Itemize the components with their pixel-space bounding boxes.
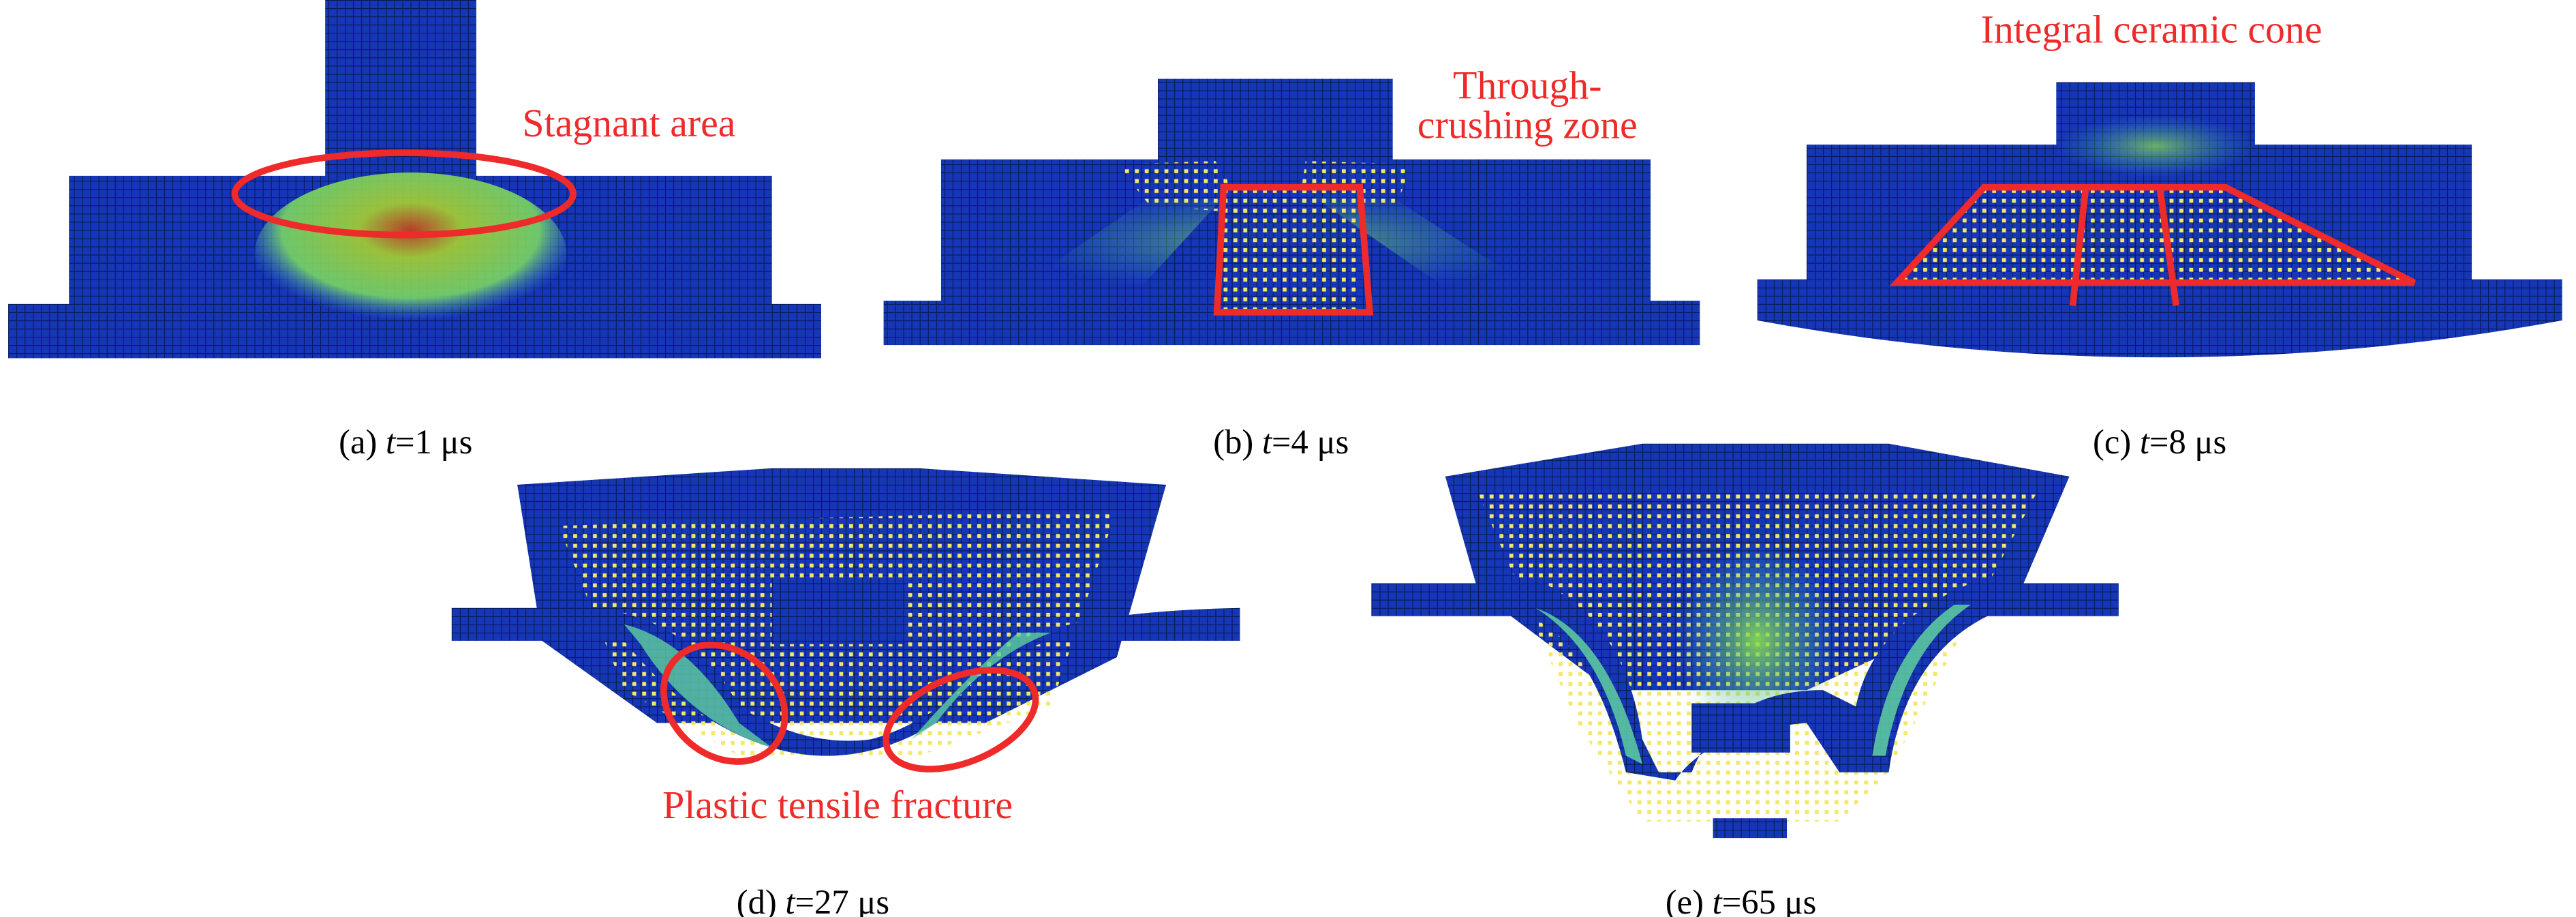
panel-d: Plastic tensile fracture (d) t=27 μs [451,468,1240,917]
plate-base [1757,279,2562,358]
projectile-remnant [1691,703,1790,753]
annotation-integral-ceramic-cone: Integral ceramic cone [1981,7,2322,52]
annotation-plastic-tensile-fracture: Plastic tensile fracture [662,783,1013,827]
projectile-remnant [771,578,904,644]
plate-stress [624,624,1052,748]
fracture-ellipse-left [660,642,788,765]
caption-d: (d) t=27 μs [737,883,889,917]
caption-e: (e) t=65 μs [1666,883,1817,917]
debris-core [1675,542,1840,740]
panel-a: Stagnant area (a) t=1 μs [8,0,821,461]
panel-e: (e) t=65 μs [1371,443,2119,917]
stress-zone [254,172,567,337]
debris-column [1223,187,1360,312]
through-crushing-zone-outline [1213,183,1374,316]
ejected-fragment [1713,818,1788,839]
projectile [1133,78,1429,181]
integral-ceramic-cone-outline [1889,183,2416,306]
caption-a: (a) t=1 μs [339,423,472,461]
annotation-through-crushing-2: crushing zone [1417,102,1638,147]
annotation-stagnant-area: Stagnant area [522,101,735,145]
caption-c: (c) t=8 μs [2093,423,2226,461]
crack-rays [1018,189,1544,296]
annotation-through-crushing-1: Through- [1453,63,1601,108]
projectile-stress [2056,115,2255,178]
caption-b: (b) t=4 μs [1213,423,1349,461]
panel-c: Integral ceramic cone (c) t=8 μs [1757,7,2562,461]
stagnant-area-ellipse [231,149,577,239]
fracture-ellipse-right [883,667,1039,772]
panel-b: Through- crushing zone (b) t=4 μs [883,63,1700,461]
debris-cone [1897,187,2414,283]
